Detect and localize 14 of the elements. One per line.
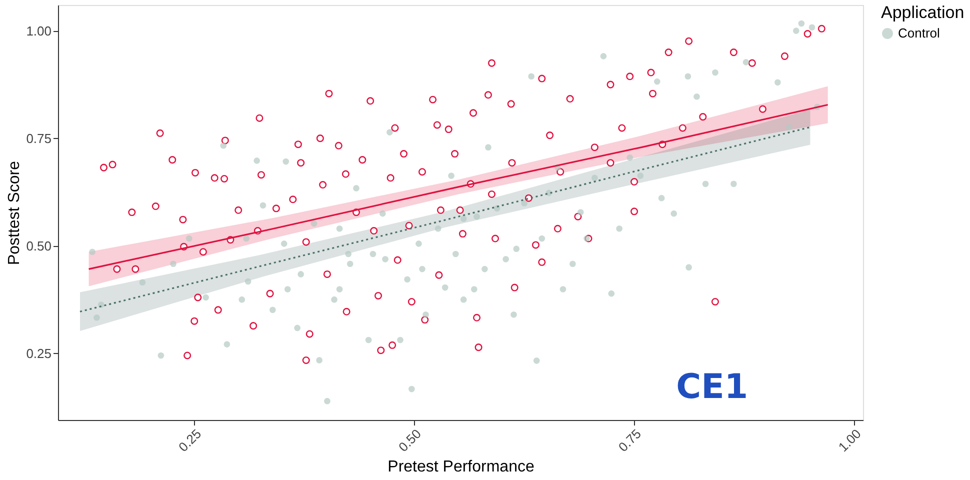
legend-title: Application <box>881 3 964 22</box>
x-axis-title: Pretest Performance <box>388 458 534 476</box>
x-tick-label: 0.75 <box>615 426 644 455</box>
y-tick-label: 1.00 <box>26 23 52 38</box>
y-tick-label: 0.75 <box>26 130 52 146</box>
x-tick-label: 0.25 <box>176 426 204 455</box>
annotation: CE1 <box>676 367 748 407</box>
y-tick-label: 0.50 <box>26 238 52 254</box>
line-series <box>79 126 812 312</box>
y-axis-title: Posttest Score <box>6 160 24 266</box>
line-series <box>88 104 829 270</box>
y-tick-label: 0.25 <box>26 346 52 361</box>
legend-label: Control <box>898 26 940 40</box>
x-tick-label: 0.50 <box>396 426 424 455</box>
